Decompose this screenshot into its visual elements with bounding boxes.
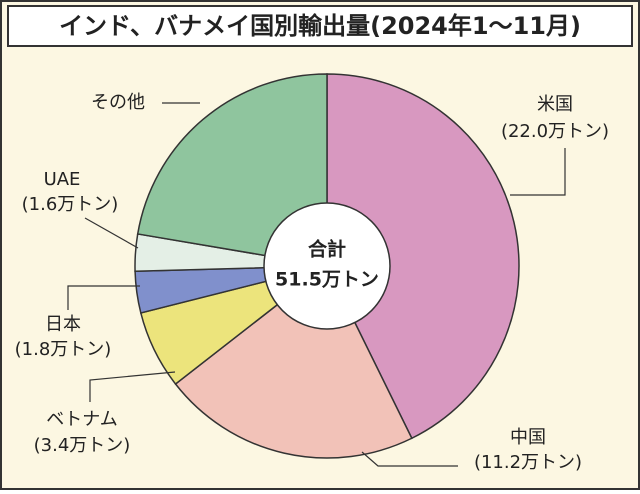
leader-line <box>84 217 139 249</box>
center-title: 合計 <box>308 238 346 261</box>
slice-label: その他 <box>91 92 145 113</box>
value-label: (3.4万トン) <box>34 435 131 456</box>
leader-line <box>361 451 458 467</box>
value-label: (1.6万トン) <box>22 194 119 215</box>
chart-title: インド、バナメイ国別輸出量(2024年1～11月) <box>59 12 581 40</box>
leader-line <box>67 285 140 310</box>
slice-label: 日本 <box>45 314 81 335</box>
slice-label: 中国 <box>510 427 546 448</box>
slice-label: ベトナム <box>46 409 117 430</box>
center-label: 51.5万トン <box>275 269 379 291</box>
value-label: (22.0万トン) <box>501 121 609 142</box>
pie-slice <box>136 73 328 267</box>
leader-line <box>89 371 176 402</box>
value-label: (1.8万トン) <box>15 339 112 360</box>
value-label: (11.2万トン) <box>474 452 582 473</box>
title-box <box>7 5 633 47</box>
leader-line <box>510 148 566 196</box>
donut-hole <box>263 202 391 330</box>
slice-label: 米国 <box>537 94 573 115</box>
slice-label: UAE <box>44 169 81 190</box>
pie-slice <box>174 264 413 459</box>
pie-slice <box>326 73 520 440</box>
